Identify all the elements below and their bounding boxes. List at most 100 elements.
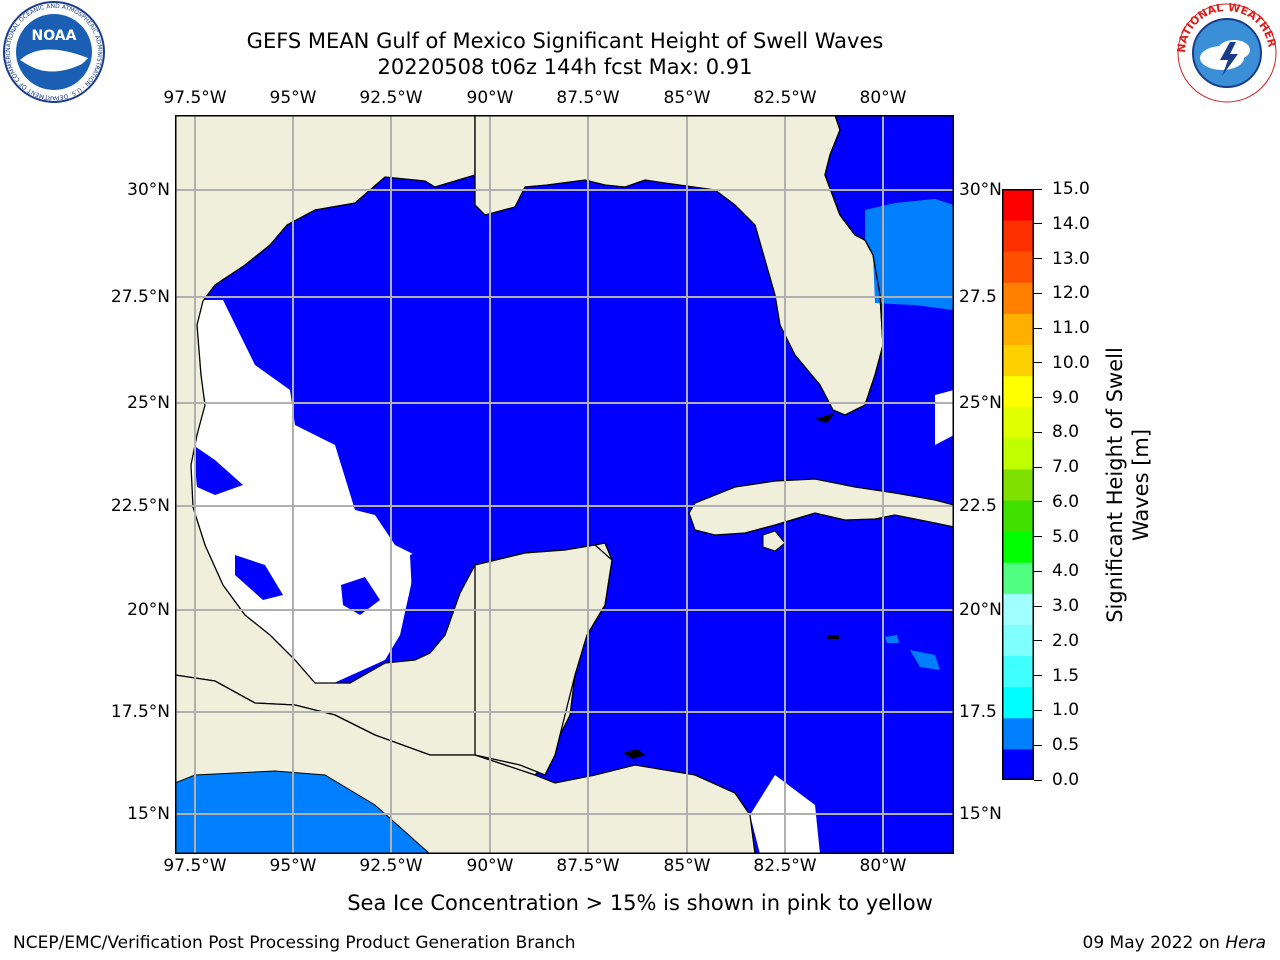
noaa-logo: NOAA NATIONAL OCEANIC AND ATMOSPHERIC AD… bbox=[0, 0, 106, 104]
colorbar-tick bbox=[1034, 709, 1042, 711]
lon-tick-top: 85°W bbox=[663, 88, 711, 108]
land-yucatan bbox=[474, 544, 613, 776]
colorbar-tick bbox=[1034, 466, 1042, 468]
colorbar-tick-label: 1.5 bbox=[1052, 665, 1080, 686]
colorbar-tick bbox=[1034, 779, 1042, 781]
colorbar-tick bbox=[1034, 397, 1042, 399]
colorbar-tick bbox=[1034, 223, 1042, 225]
lon-tick-bottom: 97.5°W bbox=[163, 856, 227, 876]
map-gridlines bbox=[175, 115, 954, 854]
colorbar-tick-label: 5.0 bbox=[1052, 526, 1080, 547]
colorbar-tick-label: 12.0 bbox=[1052, 283, 1090, 304]
colorbar-tick-label: 0.5 bbox=[1052, 735, 1080, 756]
colorbar-band bbox=[1002, 531, 1034, 563]
lon-tick-top: 97.5°W bbox=[163, 88, 227, 108]
lat-tick-right: 17.5 bbox=[959, 702, 997, 722]
lat-tick-right: 25°N bbox=[959, 393, 1002, 413]
colorbar-tick-label: 4.0 bbox=[1052, 561, 1080, 582]
lat-tick-right: 22.5 bbox=[959, 496, 997, 516]
lat-tick-left: 20°N bbox=[127, 600, 170, 620]
lat-tick-right: 15°N bbox=[959, 804, 1002, 824]
colorbar-tick bbox=[1034, 605, 1042, 607]
colorbar-band bbox=[1002, 500, 1034, 532]
colorbar-tick-label: 1.0 bbox=[1052, 700, 1080, 721]
colorbar-band bbox=[1002, 220, 1034, 252]
colorbar-band bbox=[1002, 282, 1034, 314]
colorbar bbox=[1002, 189, 1034, 781]
lat-tick-left: 22.5°N bbox=[110, 496, 170, 516]
colorbar-band bbox=[1002, 437, 1034, 470]
colorbar-tick-label: 3.0 bbox=[1052, 596, 1080, 617]
colorbar-band bbox=[1002, 593, 1034, 625]
footer-left: NCEP/EMC/Verification Post Processing Pr… bbox=[13, 933, 576, 953]
lat-tick-left: 17.5°N bbox=[110, 702, 170, 722]
lat-tick-left: 30°N bbox=[127, 180, 170, 200]
lon-tick-top: 80°W bbox=[859, 88, 907, 108]
lat-tick-left: 15°N bbox=[127, 804, 170, 824]
lon-tick-bottom: 87.5°W bbox=[556, 856, 620, 876]
colorbar-band bbox=[1002, 406, 1034, 439]
colorbar-tick bbox=[1034, 536, 1042, 538]
colorbar-tick-label: 9.0 bbox=[1052, 387, 1080, 408]
colorbar-band bbox=[1002, 468, 1034, 501]
colorbar-band bbox=[1002, 562, 1034, 594]
lon-tick-bottom: 90°W bbox=[466, 856, 514, 876]
sea-ice-note: Sea Ice Concentration > 15% is shown in … bbox=[347, 891, 933, 915]
map-panel bbox=[174, 114, 955, 855]
colorbar-title-line2: Waves [m] bbox=[1129, 428, 1153, 542]
colorbar-band bbox=[1002, 251, 1034, 283]
colorbar-tick bbox=[1034, 327, 1042, 329]
nws-logo: NATIONAL WEATHER SERVICE bbox=[1172, 0, 1279, 104]
lat-tick-right: 30°N bbox=[959, 180, 1002, 200]
colorbar-band bbox=[1002, 375, 1034, 408]
lon-tick-top: 95°W bbox=[269, 88, 317, 108]
lon-tick-bottom: 95°W bbox=[269, 856, 317, 876]
lon-tick-top: 87.5°W bbox=[556, 88, 620, 108]
lon-tick-bottom: 82.5°W bbox=[753, 856, 817, 876]
colorbar-tick bbox=[1034, 744, 1042, 746]
colorbar-tick-label: 14.0 bbox=[1052, 213, 1090, 234]
colorbar-band bbox=[1002, 717, 1034, 750]
colorbar-tick bbox=[1034, 570, 1042, 572]
colorbar-tick-label: 6.0 bbox=[1052, 491, 1080, 512]
lon-tick-top: 92.5°W bbox=[359, 88, 423, 108]
colorbar-tick-label: 8.0 bbox=[1052, 422, 1080, 443]
colorbar-tick bbox=[1034, 675, 1042, 677]
chart-title: GEFS MEAN Gulf of Mexico Significant Hei… bbox=[246, 29, 884, 53]
colorbar-tick bbox=[1034, 292, 1042, 294]
lat-tick-right: 27.5 bbox=[959, 287, 997, 307]
colorbar-band bbox=[1002, 655, 1034, 688]
colorbar-band bbox=[1002, 344, 1034, 377]
lon-tick-top: 82.5°W bbox=[753, 88, 817, 108]
colorbar-tick bbox=[1034, 362, 1042, 364]
colorbar-band bbox=[1002, 748, 1034, 781]
lon-tick-top: 90°W bbox=[466, 88, 514, 108]
colorbar-tick-label: 7.0 bbox=[1052, 457, 1080, 478]
colorbar-tick bbox=[1034, 501, 1042, 503]
chart-subtitle: 20220508 t06z 144h fcst Max: 0.91 bbox=[377, 55, 753, 79]
noaa-logo-text: NOAA bbox=[32, 28, 77, 44]
lon-tick-bottom: 85°W bbox=[663, 856, 711, 876]
colorbar-tick-label: 13.0 bbox=[1052, 248, 1090, 269]
colorbar-band bbox=[1002, 686, 1034, 719]
footer-host: Hera bbox=[1225, 933, 1266, 953]
colorbar-tick-label: 11.0 bbox=[1052, 318, 1090, 339]
colorbar-tick bbox=[1034, 431, 1042, 433]
lat-tick-left: 27.5°N bbox=[110, 287, 170, 307]
lon-tick-bottom: 80°W bbox=[859, 856, 907, 876]
colorbar-tick-label: 2.0 bbox=[1052, 630, 1080, 651]
colorbar-band bbox=[1002, 189, 1034, 221]
lat-tick-right: 20°N bbox=[959, 600, 1002, 620]
lat-tick-left: 25°N bbox=[127, 393, 170, 413]
colorbar-tick-label: 0.0 bbox=[1052, 770, 1080, 790]
footer-right: 09 May 2022 on Hera bbox=[1083, 933, 1267, 953]
colorbar-band bbox=[1002, 313, 1034, 346]
footer-date: 09 May 2022 on bbox=[1082, 933, 1226, 953]
lon-tick-bottom: 92.5°W bbox=[359, 856, 423, 876]
colorbar-tick bbox=[1034, 188, 1042, 190]
colorbar-tick-label: 10.0 bbox=[1052, 352, 1090, 373]
colorbar-tick bbox=[1034, 258, 1042, 260]
colorbar-title-line1: Significant Height of Swell bbox=[1103, 347, 1127, 623]
colorbar-tick-label: 15.0 bbox=[1052, 179, 1090, 199]
colorbar-band bbox=[1002, 624, 1034, 657]
